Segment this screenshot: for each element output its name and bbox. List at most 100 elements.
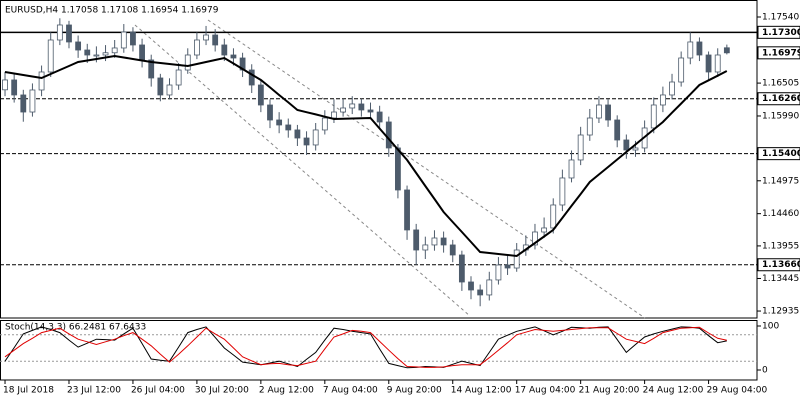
- candle-body: [47, 39, 54, 73]
- candle-body: [458, 254, 465, 283]
- candle-body: [550, 204, 557, 229]
- level-label-box: [757, 25, 800, 39]
- candle-body: [175, 69, 182, 86]
- x-tick-label: 24 Aug 12:00: [643, 386, 704, 396]
- candle-body: [596, 104, 602, 119]
- candle-body: [404, 189, 410, 231]
- candle-body: [120, 31, 127, 49]
- level-label: 1.13660: [762, 260, 800, 270]
- y-tick-label: 1.16505: [762, 79, 799, 89]
- candle-body: [669, 81, 675, 96]
- stoch-line: [4, 326, 727, 368]
- candle-body: [102, 52, 109, 56]
- level-label: 1.15400: [762, 149, 800, 159]
- y-tick-label: 1.12935: [762, 307, 799, 317]
- candle-body: [605, 104, 611, 121]
- candle-body: [559, 177, 566, 206]
- y-tick-label: 100: [762, 322, 779, 332]
- candle-body: [248, 69, 255, 86]
- candle-body: [2, 79, 8, 91]
- y-tick-label: 1.13955: [762, 241, 799, 251]
- level-label: 1.16260: [762, 94, 800, 104]
- level-label-box: [757, 258, 800, 272]
- candle-body: [212, 34, 219, 46]
- candle-body: [687, 41, 694, 59]
- candle-body: [294, 129, 301, 139]
- candle-body: [632, 147, 639, 151]
- candle-body: [586, 117, 593, 136]
- candle-body: [577, 134, 584, 161]
- candle-body: [157, 77, 164, 96]
- candle-body: [184, 54, 191, 71]
- candle-body: [358, 103, 365, 111]
- candle-body: [385, 121, 392, 149]
- x-tick-label: 29 Aug 04:00: [707, 386, 768, 396]
- y-tick-label: 0: [762, 366, 768, 376]
- y-tick-label: 1.15990: [762, 111, 799, 121]
- x-tick-label: 26 Jul 04:00: [131, 386, 185, 396]
- candle-body: [11, 79, 18, 96]
- level-label-box: [757, 92, 800, 106]
- candle-body: [38, 71, 45, 91]
- candle-body: [623, 139, 630, 151]
- candle-body: [56, 24, 63, 41]
- y-tick-label: 1.14975: [762, 176, 799, 186]
- candle-body: [111, 47, 118, 54]
- candle-body: [194, 39, 200, 56]
- candle-body: [257, 84, 264, 106]
- channel-line: [207, 19, 646, 319]
- candle-body: [340, 107, 346, 113]
- candle-body: [431, 237, 438, 246]
- moving-average: [4, 54, 728, 258]
- candle-body: [568, 159, 575, 179]
- x-tick-label: 14 Aug 12:00: [451, 386, 512, 396]
- candle-body: [678, 57, 685, 83]
- candle-body: [230, 54, 237, 59]
- level-label: 1.17300: [762, 28, 800, 38]
- candle-body: [166, 84, 173, 96]
- x-tick-label: 7 Aug 04:00: [323, 386, 378, 396]
- candle-body: [84, 49, 91, 56]
- candle-body: [477, 289, 484, 296]
- candle-body: [349, 103, 356, 109]
- x-tick-label: 17 Aug 04:00: [515, 386, 576, 396]
- y-tick-label: 1.17540: [762, 13, 799, 23]
- stoch-frame: [0, 320, 758, 381]
- candle-body: [659, 94, 666, 106]
- candle-body: [705, 54, 712, 73]
- candle-body: [285, 124, 292, 131]
- candle-body: [267, 104, 273, 121]
- candle-body: [422, 244, 429, 251]
- candle-body: [376, 111, 383, 123]
- candle-body: [650, 104, 657, 129]
- candle-body: [331, 111, 337, 119]
- candle-body: [29, 89, 36, 113]
- channel-line: [134, 24, 471, 317]
- candle-body: [321, 117, 328, 131]
- candle-body: [75, 41, 82, 51]
- price-label: 1.16979: [762, 48, 800, 58]
- x-tick-label: 23 Jul 12:00: [67, 386, 121, 396]
- candle-body: [468, 281, 474, 291]
- candle-body: [312, 129, 319, 146]
- candle-body: [541, 227, 548, 233]
- candle-body: [139, 44, 145, 61]
- candle-body: [276, 119, 283, 126]
- candle-body: [221, 44, 228, 56]
- y-tick-label: 1.13445: [762, 274, 799, 284]
- x-tick-label: 2 Aug 12:00: [259, 386, 314, 396]
- candle-body: [723, 47, 730, 54]
- candle-body: [504, 264, 511, 269]
- x-tick-label: 9 Aug 20:00: [387, 386, 442, 396]
- candle-body: [614, 119, 621, 141]
- candle-body: [714, 54, 721, 73]
- candle-body: [513, 249, 520, 269]
- candle-body: [148, 59, 155, 79]
- candle-body: [532, 231, 538, 246]
- candle-body: [395, 147, 401, 191]
- level-label-box: [757, 147, 800, 161]
- y-tick-label: 1.14460: [762, 209, 799, 219]
- stoch-title: Stoch(14,3,3) 66.2481 67.6433: [5, 323, 146, 333]
